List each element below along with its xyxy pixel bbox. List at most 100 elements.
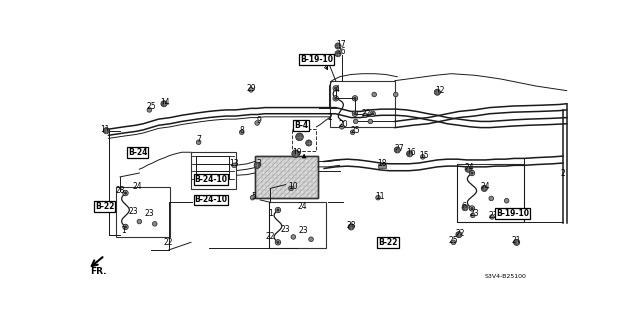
Text: 12: 12 <box>435 86 444 95</box>
Text: B-24-10: B-24-10 <box>195 196 227 204</box>
Text: B-19-10: B-19-10 <box>300 55 333 64</box>
Bar <box>292 129 316 151</box>
Text: 24: 24 <box>480 182 490 191</box>
Circle shape <box>152 221 157 226</box>
Text: B-24-10: B-24-10 <box>195 175 227 184</box>
Text: 27: 27 <box>394 144 404 153</box>
Text: 23: 23 <box>298 226 308 235</box>
Circle shape <box>451 240 456 245</box>
Circle shape <box>352 111 358 116</box>
Circle shape <box>239 130 244 135</box>
Circle shape <box>292 150 300 158</box>
Circle shape <box>469 170 475 176</box>
Text: 25: 25 <box>146 101 156 111</box>
Text: 23: 23 <box>145 209 154 218</box>
Circle shape <box>372 92 376 97</box>
Text: 22: 22 <box>164 238 173 247</box>
Text: 11: 11 <box>375 192 385 201</box>
Circle shape <box>147 108 152 112</box>
Circle shape <box>435 89 440 95</box>
Text: 25: 25 <box>449 236 458 245</box>
Circle shape <box>469 206 475 211</box>
Text: FR.: FR. <box>90 267 107 276</box>
Circle shape <box>394 147 401 153</box>
Circle shape <box>350 130 355 135</box>
Text: 2: 2 <box>561 168 565 178</box>
Text: B-22: B-22 <box>95 202 115 211</box>
Circle shape <box>276 241 279 243</box>
Text: 22: 22 <box>456 229 465 238</box>
Text: 13: 13 <box>229 159 239 168</box>
Bar <box>116 187 170 237</box>
Circle shape <box>489 196 493 201</box>
Text: B-4: B-4 <box>294 121 308 130</box>
Circle shape <box>371 113 374 115</box>
Text: B-19-10: B-19-10 <box>496 209 529 218</box>
Text: 24: 24 <box>465 163 474 172</box>
Circle shape <box>124 192 127 194</box>
Circle shape <box>354 113 356 115</box>
Circle shape <box>420 154 425 159</box>
Bar <box>269 202 326 249</box>
Circle shape <box>456 232 462 238</box>
Text: 11: 11 <box>100 125 109 134</box>
Text: 19: 19 <box>292 148 302 157</box>
Circle shape <box>354 97 356 100</box>
Text: 29: 29 <box>246 84 256 93</box>
Circle shape <box>470 213 475 218</box>
Circle shape <box>333 85 339 91</box>
Circle shape <box>363 113 367 118</box>
Circle shape <box>308 237 314 241</box>
Circle shape <box>513 239 520 245</box>
Text: B-22: B-22 <box>378 238 397 247</box>
Text: 4: 4 <box>335 85 340 94</box>
Circle shape <box>465 166 471 172</box>
Text: 8: 8 <box>239 126 244 135</box>
Circle shape <box>352 96 358 101</box>
Circle shape <box>276 209 279 211</box>
Text: 22: 22 <box>266 233 275 241</box>
Text: 18: 18 <box>377 159 387 167</box>
Circle shape <box>370 111 375 116</box>
Text: 6: 6 <box>462 202 467 211</box>
Bar <box>330 81 395 127</box>
Circle shape <box>137 219 141 224</box>
Text: 24: 24 <box>297 202 307 211</box>
Circle shape <box>250 195 255 200</box>
Bar <box>378 164 386 168</box>
Circle shape <box>333 96 339 101</box>
Circle shape <box>254 162 260 168</box>
Text: 9: 9 <box>256 116 261 125</box>
Circle shape <box>504 198 509 203</box>
Text: 1: 1 <box>268 209 273 218</box>
Text: 2: 2 <box>328 113 333 122</box>
Bar <box>456 164 524 221</box>
Circle shape <box>306 140 312 146</box>
Text: 28: 28 <box>346 221 356 230</box>
Text: 26: 26 <box>336 47 346 56</box>
Text: 20: 20 <box>339 120 348 129</box>
Text: 5: 5 <box>252 192 257 201</box>
Text: B-24: B-24 <box>128 148 147 157</box>
Circle shape <box>353 119 358 124</box>
Text: S3V4-B25100: S3V4-B25100 <box>484 274 527 279</box>
Circle shape <box>296 133 303 141</box>
Text: 21: 21 <box>512 236 522 245</box>
Text: 25: 25 <box>350 126 360 135</box>
Circle shape <box>255 121 259 125</box>
Circle shape <box>232 163 236 168</box>
Circle shape <box>481 185 488 191</box>
Circle shape <box>123 190 128 196</box>
Bar <box>255 156 318 198</box>
Text: 24: 24 <box>132 182 142 191</box>
Circle shape <box>368 119 372 124</box>
Circle shape <box>275 240 281 245</box>
Bar <box>255 156 318 198</box>
Circle shape <box>103 128 109 134</box>
Text: 23: 23 <box>470 209 479 218</box>
Circle shape <box>335 51 341 57</box>
Text: 7: 7 <box>196 136 201 145</box>
Circle shape <box>340 124 344 129</box>
Text: 23: 23 <box>129 207 138 216</box>
Circle shape <box>490 215 494 219</box>
